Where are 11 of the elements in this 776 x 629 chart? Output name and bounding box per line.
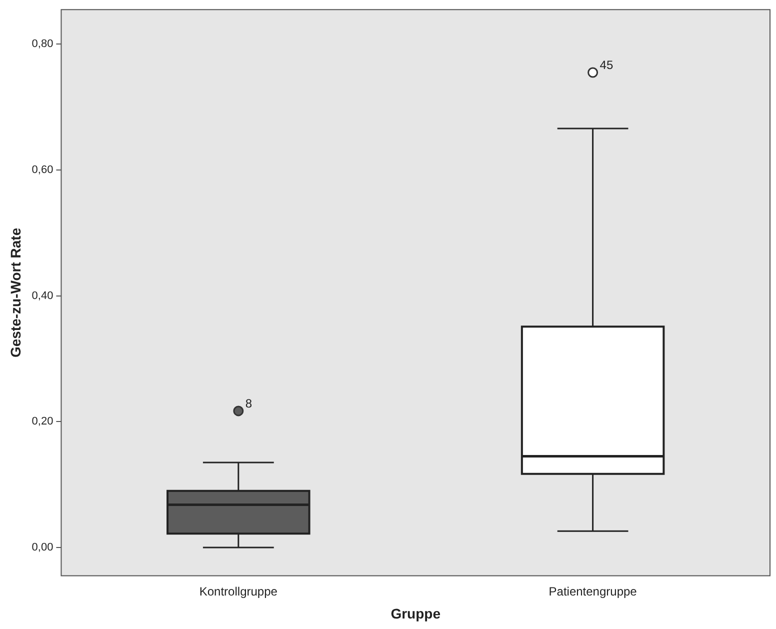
x-axis-title: Gruppe	[390, 605, 441, 622]
y-tick-label: 0,20	[32, 416, 54, 428]
y-tick-label: 0,60	[32, 164, 54, 176]
y-axis-title: Geste-zu-Wort Rate	[7, 228, 24, 358]
x-tick-label: Kontrollgruppe	[199, 584, 278, 598]
y-tick-label: 0,80	[32, 38, 54, 50]
annotation: 8	[245, 396, 252, 410]
x-tick-label: Patientengruppe	[548, 584, 638, 598]
y-tick-label: 0,00	[32, 542, 54, 554]
y-tick-label: 0,40	[32, 290, 54, 302]
annotation: 45	[600, 58, 614, 72]
